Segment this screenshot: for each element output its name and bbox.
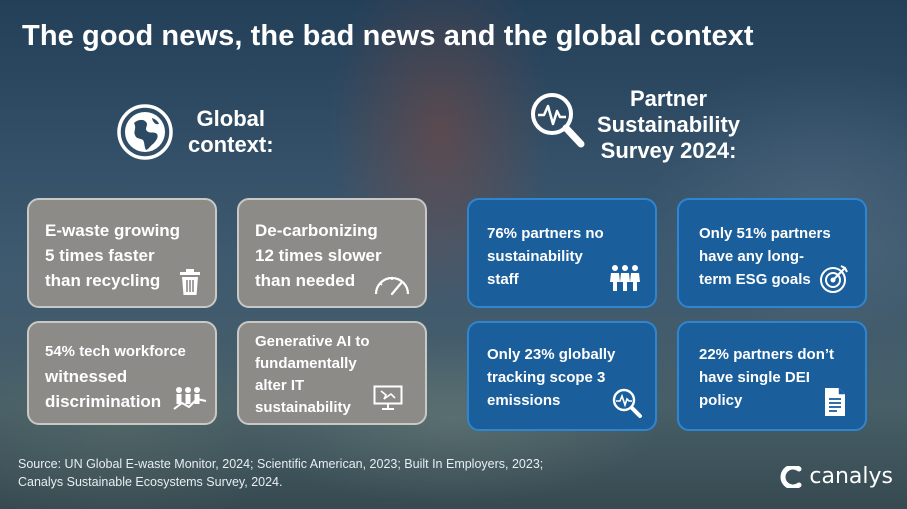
partner-survey-heading: Partner Sustainability Survey 2024: [527,86,740,164]
canalys-logo-icon [780,465,802,488]
stat-card-scope3: Only 23% globally tracking scope 3 emiss… [467,321,657,431]
source-line2: Canalys Sustainable Ecosystems Survey, 2… [18,475,283,489]
stat-card-ewaste: E-waste growing 5 times faster than recy… [27,198,217,308]
partner-heading-line3: Survey 2024: [600,138,737,163]
global-heading-line1: Global [196,106,265,131]
people-icon [610,265,640,291]
stat-line: fundamentally [255,355,357,372]
stat-line: De-carbonizing [255,221,378,240]
stat-line: sustainability [255,399,351,416]
stat-card-generative-ai: Generative AI to fundamentally alter IT … [237,321,427,425]
slide-title: The good news, the bad news and the glob… [22,20,754,52]
stat-line: Generative AI to [255,333,370,350]
stat-line: 12 times slower [255,246,382,265]
speedometer-icon [374,276,410,296]
canalys-logo: canalys [779,464,893,489]
trash-icon [180,269,200,295]
global-context-heading: Global context: [116,103,274,161]
stat-line: 76% partners no [487,225,604,242]
canalys-logo-text: canalys [809,464,893,489]
stat-line: policy [699,392,743,409]
stat-line: 5 times faster [45,246,155,265]
globe-icon [117,104,173,160]
stat-line: discrimination [45,392,162,411]
stat-line: than recycling [45,271,161,290]
stat-card-dei-policy: 22% partners don’t have single DEI polic… [677,321,867,431]
stat-line: alter IT [255,377,305,394]
stat-line: than needed [255,271,356,290]
stat-line: sustainability [487,248,583,265]
stat-line: tracking scope 3 [487,369,606,386]
source-line1: Source: UN Global E-waste Monitor, 2024;… [18,457,544,471]
stat-line: term ESG goals [699,271,811,288]
stat-line: have single DEI [699,369,810,386]
stat-line: 22% partners don’t [699,346,835,363]
stat-card-esg-goals: Only 51% partners have any long- term ES… [677,198,867,308]
magnifier-pulse-icon [531,93,585,148]
stat-card-decarbonizing: De-carbonizing 12 times slower than need… [237,198,427,308]
stat-line: Only 51% partners [699,225,831,242]
stat-line: staff [487,271,519,288]
stat-line: emissions [487,392,561,409]
stat-card-discrimination: 54% tech workforce witnessed discriminat… [27,321,217,425]
stat-card-no-sustainability-staff: 76% partners no sustainability staff [467,198,657,308]
partner-heading-line1: Partner [630,86,708,111]
people-graph-icon [173,387,207,410]
stat-line: E-waste growing [45,221,181,240]
source-citation: Source: UN Global E-waste Monitor, 2024;… [18,455,543,491]
partner-heading-line2: Sustainability [597,112,741,137]
global-heading-line2: context: [188,132,274,157]
monitor-icon [373,385,403,410]
stat-line: 54% tech workforce [45,343,186,360]
stat-line: witnessed [45,367,128,386]
target-icon [820,265,848,293]
magnifier-pulse-icon [612,388,642,418]
stat-line: have any long- [699,248,805,265]
document-icon [825,388,845,416]
stat-line: Only 23% globally [487,346,616,363]
